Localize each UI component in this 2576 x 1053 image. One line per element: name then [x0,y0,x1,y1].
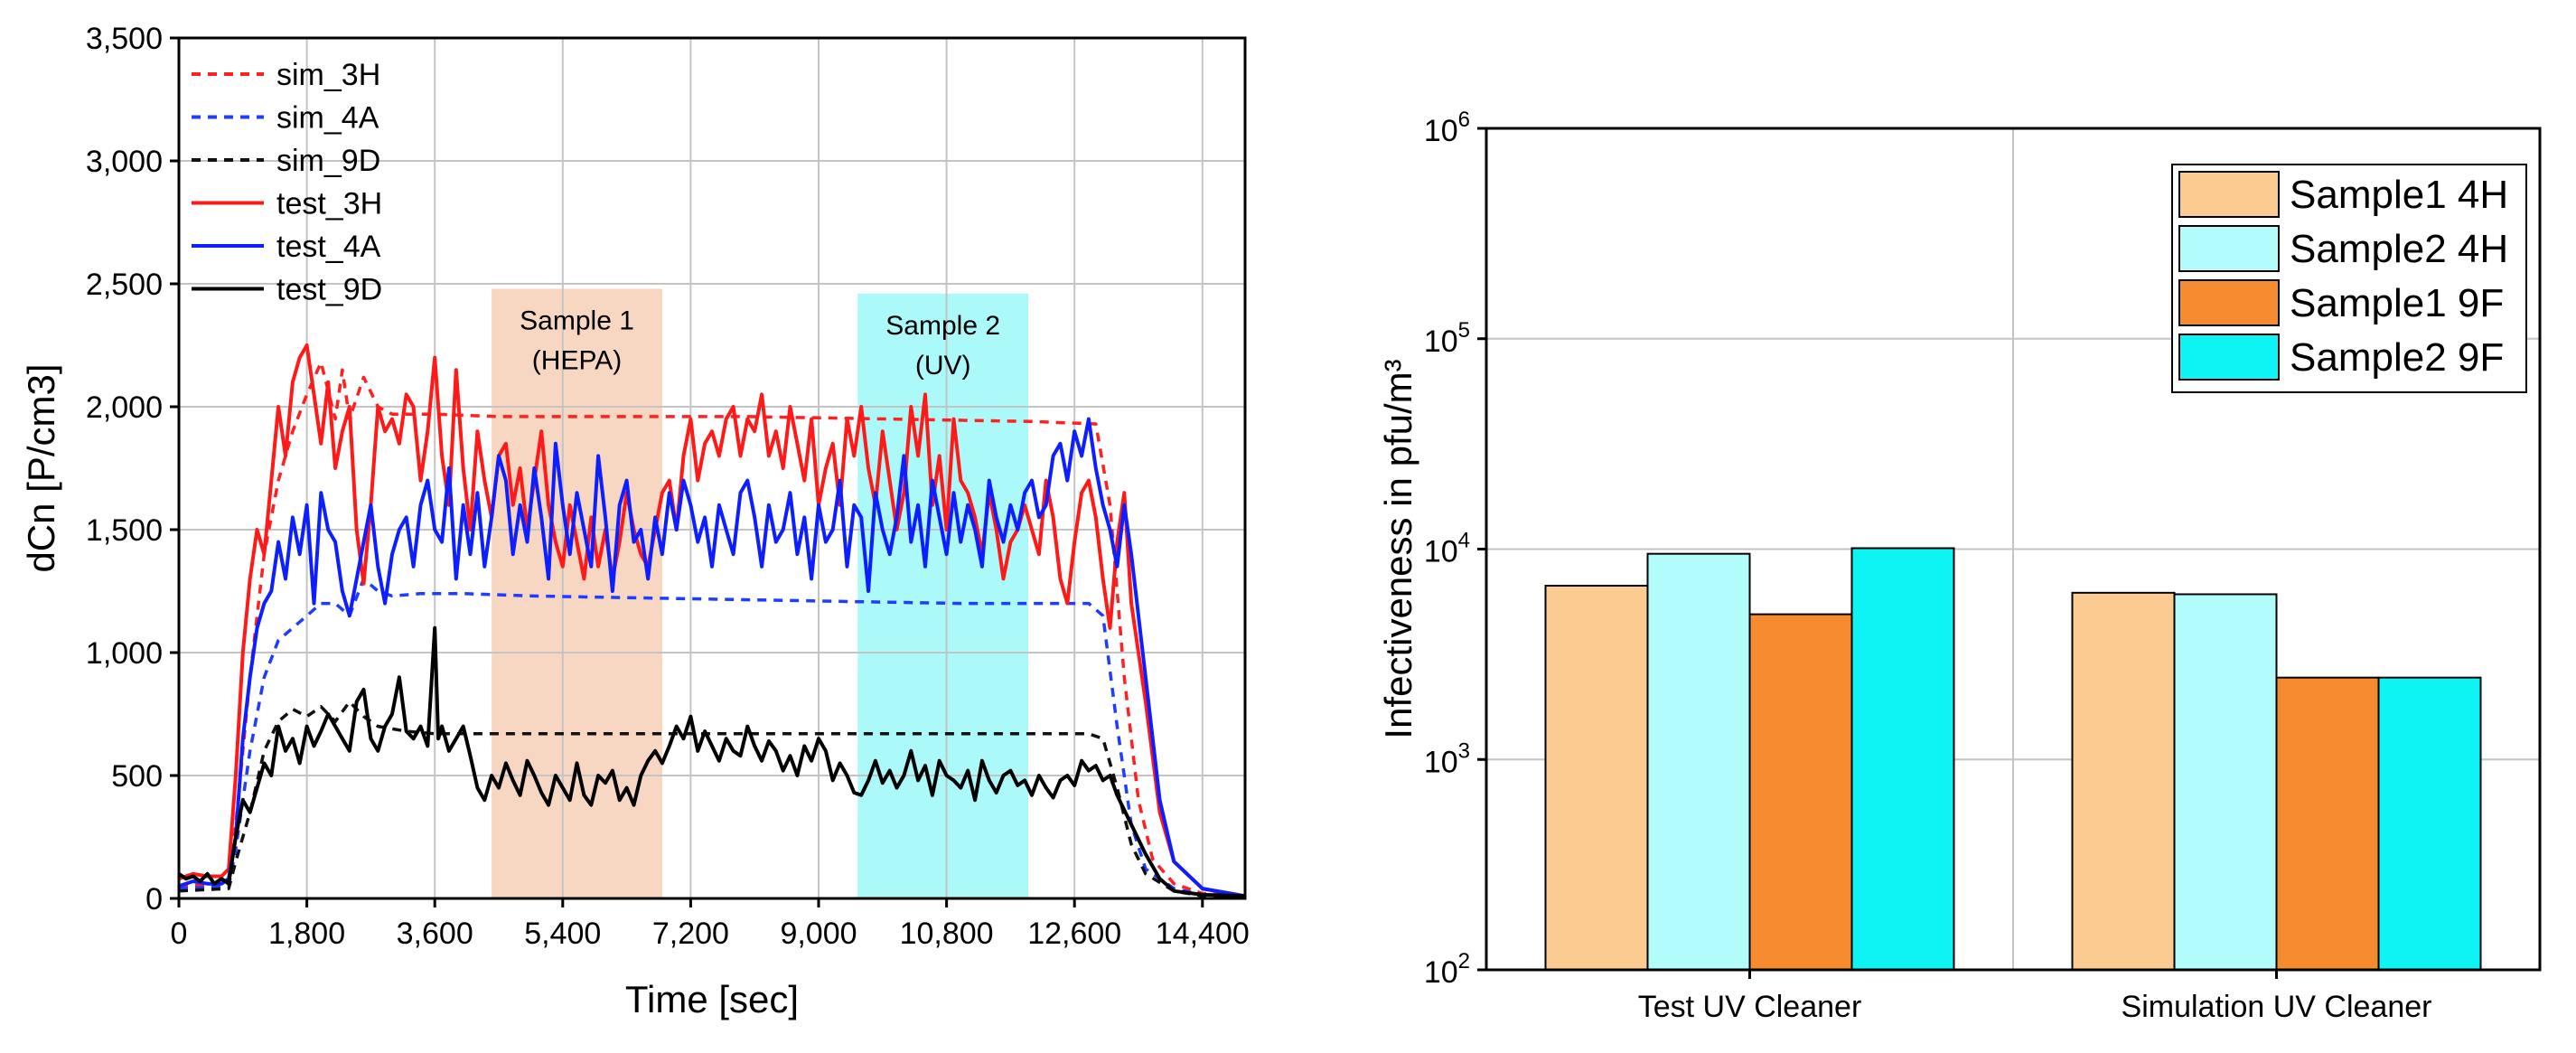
legend-swatch-sample2-4h [2178,225,2280,272]
legend-label-sample2-4h: Sample2 4H [2290,227,2508,271]
legend-swatch-sample1-9f [2178,279,2280,326]
region-2-subtitle: (UV) [915,351,971,381]
y-tick-label: 105 [1424,318,1470,359]
bar-y-axis-label: Infectiveness in pfu/m³ [1377,359,1419,738]
bar-sample2-9f-2 [2377,676,2482,971]
shaded-region-1 [492,288,662,898]
legend-label-test_4A: test_4A [276,230,381,264]
bar-chart-bars [1544,547,2482,972]
bar-sample2-4h-2 [2173,593,2278,971]
y-tick-label: 106 [1424,108,1470,148]
legend-label-sim_4A: sim_4A [276,101,379,136]
x-tick-label: 12,600 [1027,917,1121,951]
shaded-region-2 [857,293,1029,898]
x-category-label: Test UV Cleaner [1638,990,1862,1024]
legend-swatch-sample1-4h [2178,171,2280,218]
y-axis-label: dCn [P/cm3] [20,363,62,572]
line-chart-plot-frame [177,36,1247,900]
bar-sample2-9f-1 [1850,547,1955,971]
series-line-test_9D [177,625,1246,898]
line-chart-grid [179,37,1245,898]
line-chart-ticks: 0 1,800 3,600 5,400 7,200 9,000 10,800 12,600 14… [86,22,1250,951]
y-tick-label: 0 [145,882,163,917]
bar-sample1-4h-1 [1544,584,1649,971]
legend-swatch-sample2-9f [2178,334,2280,381]
series-line-sim_3H [178,361,1246,898]
region-1-subtitle: (HEPA) [532,345,622,375]
y-tick-label: 1,500 [86,513,163,548]
x-tick-label: 9,000 [780,917,857,951]
y-tick-label: 102 [1424,949,1470,990]
x-category-label: Simulation UV Cleaner [2122,990,2432,1024]
x-tick-label: 5,400 [524,917,601,951]
region-annotations: Sample 1 (HEPA) Sample 2 (UV) [520,306,1000,380]
x-tick-label: 7,200 [652,917,729,951]
y-tick-label: 3,000 [86,145,163,179]
legend-label-test_3H: test_3H [276,187,382,221]
legend-label-sample1-4h: Sample1 4H [2290,173,2508,217]
region-1-title: Sample 1 [520,306,634,335]
bar-sample1-9f-1 [1748,613,1853,971]
y-tick-label: 2,500 [86,268,163,302]
y-tick-label: 500 [111,759,163,794]
legend-label-sim_9D: sim_9D [276,144,380,178]
x-tick-label: 10,800 [900,917,994,951]
x-axis-label: Time [sec] [625,978,799,1020]
y-tick-label: 1,000 [86,636,163,671]
line-chart: 0 1,800 3,600 5,400 7,200 9,000 10,800 12,600 14… [20,22,1250,1020]
line-chart-legend: sim_3H sim_4A sim_9D test_3H test_4A test_9D [192,58,382,307]
bar-sample1-4h-2 [2071,591,2176,972]
x-tick-label: 3,600 [397,917,473,951]
region-2-title: Sample 2 [885,311,1000,341]
bar-chart-legend: Sample1 4H Sample2 4H Sample1 9F Sample2 9F [2171,164,2527,393]
line-chart-series [177,343,1246,899]
y-tick-label: 103 [1424,738,1470,779]
legend-label-sample1-9f: Sample1 9F [2290,281,2504,325]
y-tick-label: 104 [1424,529,1470,569]
y-tick-label: 2,000 [86,390,163,425]
series-line-test_4A [178,417,1246,898]
bar-sample1-9f-2 [2275,676,2380,971]
x-tick-label: 0 [171,917,188,951]
series-line-sim_9D [178,700,1246,899]
bar-chart-ticks: 102 103 104 105 106 Test UV Cleaner Simulation… [1424,108,2432,1024]
y-tick-label: 3,500 [86,22,163,56]
x-tick-label: 1,800 [268,917,345,951]
bar-chart: 102 103 104 105 106 Test UV Cleaner Simulation… [1377,108,2542,1024]
x-tick-label: 14,400 [1156,917,1250,951]
bar-sample2-4h-1 [1646,552,1751,971]
legend-label-test_9D: test_9D [276,273,382,307]
series-line-sim_4A [178,577,1246,899]
legend-label-sim_3H: sim_3H [276,58,380,92]
legend-label-sample2-9f: Sample2 9F [2290,335,2504,380]
